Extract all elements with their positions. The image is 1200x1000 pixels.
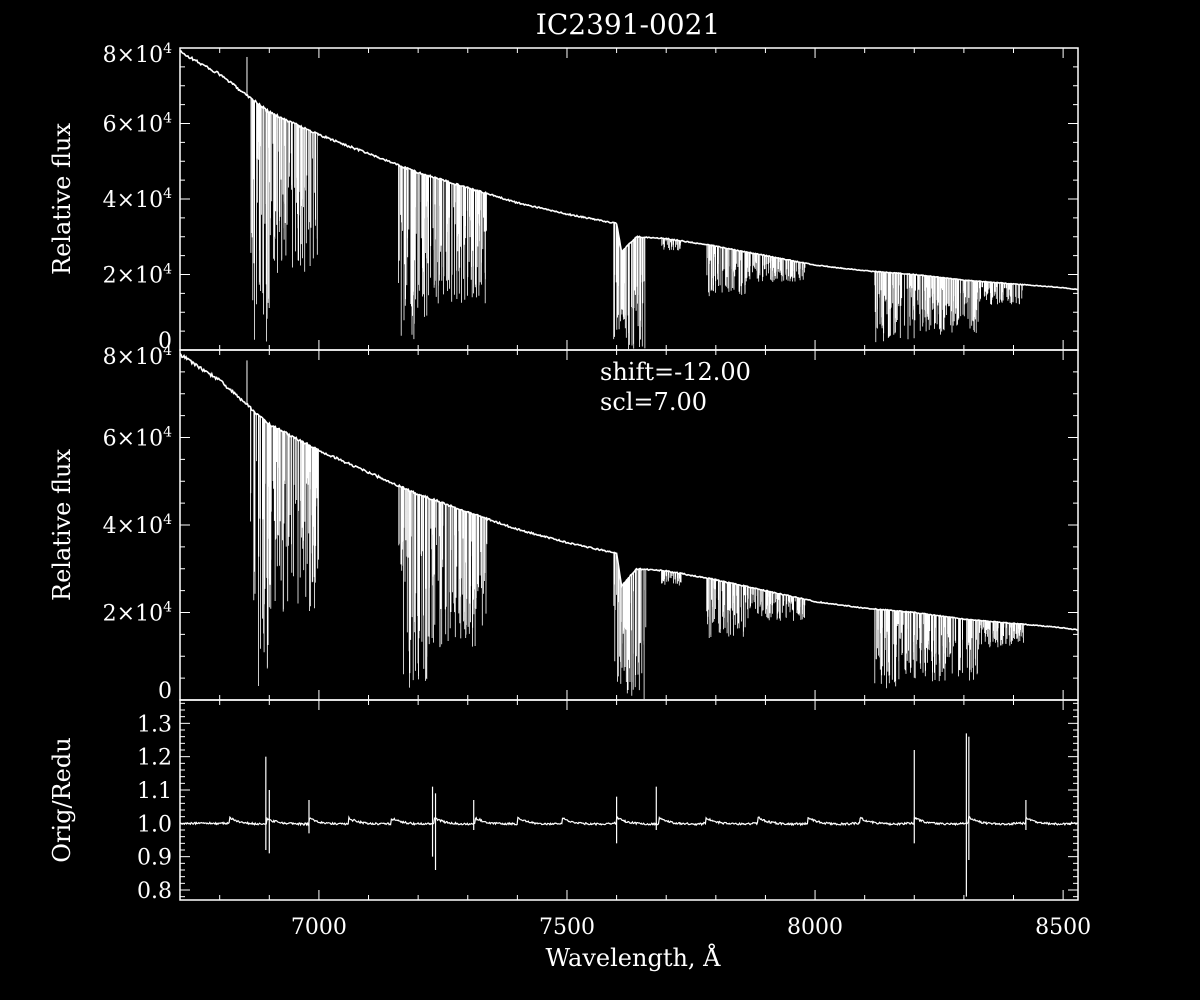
y-tick-label: 0 [158, 329, 172, 354]
y-tick-label: 4×104 [103, 186, 172, 213]
y-tick-label: 6×104 [103, 425, 172, 452]
x-tick-label: 8500 [1035, 915, 1091, 940]
y-axis-label: Orig/Redu [48, 737, 76, 862]
panel-annotation: shift=-12.00 [600, 358, 751, 386]
y-axis-label: Relative flux [48, 449, 76, 601]
y-tick-label: 1.1 [137, 779, 172, 804]
y-tick-label: 6×104 [103, 111, 172, 138]
y-tick-label: 4×104 [103, 512, 172, 539]
y-tick-label: 0.9 [137, 846, 172, 871]
y-tick-label: 0 [158, 679, 172, 704]
x-tick-label: 8000 [787, 915, 843, 940]
panel-top [179, 50, 1079, 350]
absorption-lines [250, 98, 1023, 350]
x-tick-label: 7000 [291, 915, 347, 940]
y-tick-label: 8×104 [103, 343, 172, 370]
y-tick-label: 1.0 [137, 812, 172, 837]
axes-top: 8×104 6×104 4×104 2×104 0 Relative flux [48, 41, 1079, 354]
chart-title: IC2391-0021 [536, 8, 720, 41]
y-tick-label: 2×104 [103, 262, 172, 289]
absorption-lines [250, 407, 1024, 699]
axes-bottom: 1.3 1.2 1.1 1.0 0.9 0.8 Orig/Redu [48, 699, 1079, 904]
panel-annotation: scl=7.00 [600, 388, 707, 416]
y-tick-label: 2×104 [103, 600, 172, 627]
panel-middle [179, 352, 1079, 699]
y-axis-label: Relative flux [48, 123, 76, 275]
panel-bottom [179, 733, 1078, 897]
axes-middle: 8×104 6×104 4×104 2×104 0 Relative flux shift=… [48, 343, 1079, 704]
ratio-line [179, 815, 1078, 827]
x-axis-label: Wavelength, Å [545, 943, 721, 972]
panels-layer: 8×104 6×104 4×104 2×104 0 Relative flux 8×104 6… [48, 41, 1091, 940]
plot-frame [179, 699, 1079, 901]
y-tick-label: 8×104 [103, 41, 172, 68]
y-tick-label: 1.2 [137, 746, 172, 771]
y-tick-label: 1.3 [137, 712, 172, 737]
y-tick-label: 0.8 [137, 879, 172, 904]
x-tick-label: 7500 [539, 915, 595, 940]
